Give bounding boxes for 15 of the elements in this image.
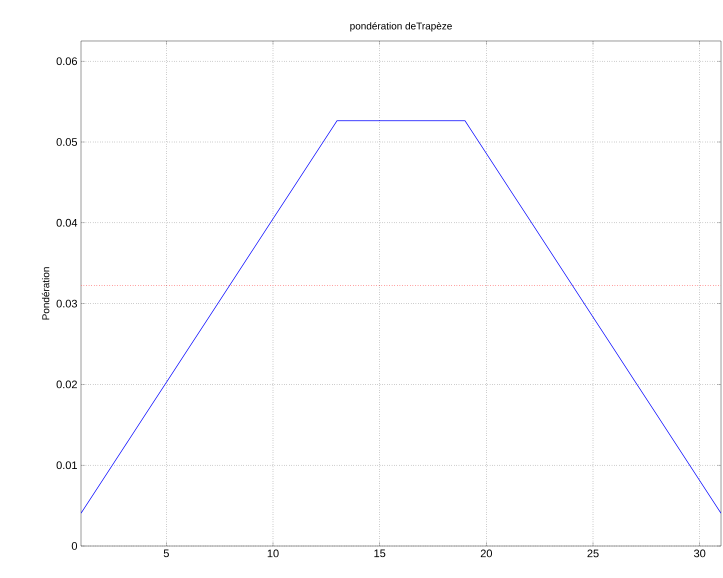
chart-title: pondération deTrapèze [350,22,452,32]
y-tick-label: 0.06 [56,57,77,66]
y-axis-title: Pondération [42,267,50,320]
x-tick-label: 15 [374,550,386,558]
y-tick-label: 0 [72,542,78,550]
y-tick-label: 0.02 [56,380,77,388]
x-tick-label: 25 [587,550,599,558]
x-tick-label: 20 [480,550,492,558]
y-tick-label: 0.01 [56,461,77,470]
y-tick-label: 0.03 [56,300,77,308]
y-tick-label: 0.05 [56,138,78,146]
x-tick-label: 10 [268,550,279,558]
x-tick-label: 30 [694,550,706,558]
y-tick-label: 0.04 [56,218,78,227]
x-tick-label: 5 [164,550,169,558]
